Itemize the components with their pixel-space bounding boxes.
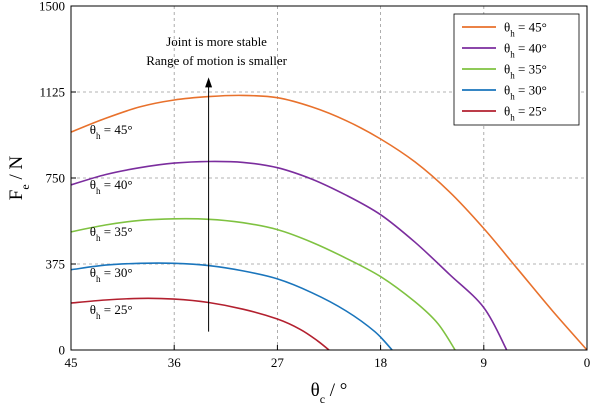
y-tick-label: 1125	[39, 85, 65, 100]
y-axis-title: Fe / N	[6, 156, 32, 201]
x-tick-label: 0	[584, 355, 591, 370]
series-line-0	[70, 94, 588, 351]
curve-label-3: θh = 30°	[90, 265, 133, 284]
legend-label-1: θh = 40°	[504, 41, 547, 60]
x-tick-label: 9	[481, 355, 488, 370]
y-tick-label: 0	[59, 343, 66, 358]
annotation-arrow-head	[205, 77, 213, 88]
curve-label-4: θh = 25°	[90, 302, 133, 321]
y-tick-label: 1500	[39, 0, 65, 14]
legend-label-3: θh = 30°	[504, 83, 547, 102]
legend-label-2: θh = 35°	[504, 62, 547, 81]
legend-label-4: θh = 25°	[504, 104, 547, 123]
curve-label-1: θh = 40°	[90, 177, 133, 196]
series-line-1	[70, 160, 508, 351]
axis-titles: θc / ° Fe / N	[6, 156, 347, 406]
annotation-line-1: Joint is more stable	[166, 34, 267, 49]
legend: θh = 45° θh = 40° θh = 35° θh = 30° θh = 25°	[453, 13, 580, 126]
series-line-3	[70, 262, 393, 351]
annotation-line-2: Range of motion is smaller	[146, 53, 287, 68]
x-tick-label: 18	[374, 355, 387, 370]
curve-label-2: θh = 35°	[90, 224, 133, 243]
grid	[71, 6, 587, 350]
legend-label-0: θh = 45°	[504, 20, 547, 39]
x-tick-label: 36	[168, 355, 182, 370]
series-line-2	[70, 217, 456, 351]
series-lines	[70, 94, 588, 351]
series-line-4	[70, 297, 330, 351]
x-tick-label: 27	[271, 355, 285, 370]
x-axis-title: θc / °	[311, 380, 348, 406]
curve-label-0: θh = 45°	[90, 122, 133, 141]
y-tick-label: 750	[46, 171, 66, 186]
axis-ticks: 45 36 27 18 9 0 0 375 750 1125 1500	[39, 0, 590, 370]
annotation: Joint is more stable Range of motion is s…	[146, 34, 288, 332]
x-tick-label: 45	[65, 355, 78, 370]
curve-labels: θh = 45° θh = 40° θh = 35° θh = 30° θh = 25°	[90, 122, 133, 321]
y-tick-label: 375	[46, 257, 66, 272]
